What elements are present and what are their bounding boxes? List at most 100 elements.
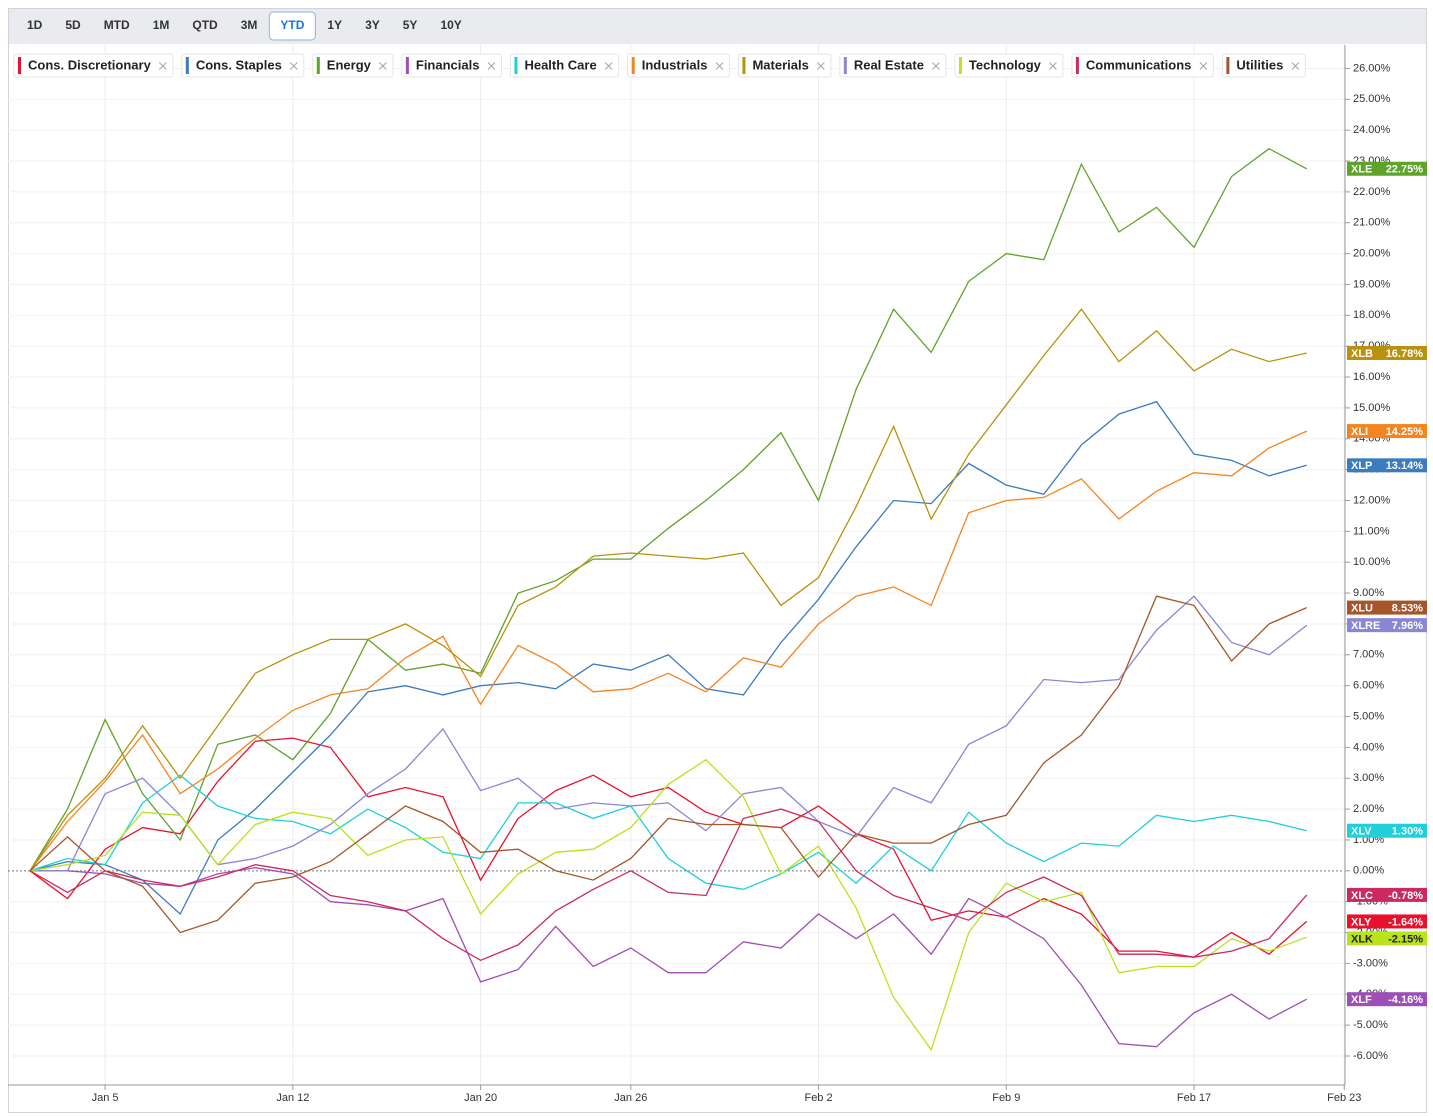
end-badge-value: 22.75% [1386,164,1424,176]
range-button[interactable]: YTD [268,11,316,41]
x-tick-label: Jan 20 [464,1092,497,1104]
y-tick-label: 9.00% [1353,587,1384,599]
button-label: 10Y [440,18,461,32]
x-tick-label: Feb 17 [1177,1092,1211,1104]
chip-close[interactable] [158,62,167,70]
end-badge-value: -2.15% [1388,933,1423,945]
y-tick-label: -6.00% [1353,1050,1388,1062]
end-badge-ticker: XLRE [1351,620,1380,632]
chip-close[interactable] [487,62,496,70]
chip-bg [839,53,947,78]
close-icon [1048,62,1057,70]
end-badge [1347,458,1427,473]
range-button[interactable]: 5Y [392,12,429,40]
chip-bg [627,53,730,78]
chip-close[interactable] [604,62,613,70]
legend-label: Cons. Staples [196,57,282,72]
close-icon [715,62,724,70]
range-button[interactable]: 3Y [354,12,391,40]
chip-bg [401,53,502,78]
y-tick-label: -5.00% [1353,1019,1388,1031]
legend-label: Energy [327,57,372,72]
series-line [29,147,1308,872]
range-button[interactable]: 5D [54,12,91,40]
legend-chip[interactable]: Utilities [1221,53,1306,78]
end-badge-ticker: XLB [1351,348,1373,360]
range-button[interactable]: 3M [230,12,269,40]
range-button[interactable]: 1Y [316,12,353,40]
series-line [29,737,1308,958]
end-badge [1347,600,1427,615]
end-badge-value: 13.14% [1386,460,1424,472]
legend-label: Utilities [1236,57,1283,72]
chip-close[interactable] [1048,62,1057,70]
series-line [29,400,1307,916]
chip-close[interactable] [816,62,825,70]
button-label: 5D [65,18,81,32]
end-badge [1347,823,1427,838]
end-badge [1347,618,1427,633]
legend-chip[interactable]: Financials [401,53,502,78]
y-tick-label: 4.00% [1353,741,1384,753]
range-button[interactable]: 1M [142,12,181,40]
button-label: 1D [27,18,43,32]
series-line [29,774,1307,890]
legend-chip[interactable]: Industrials [627,53,730,78]
y-tick-label: 11.00% [1353,525,1390,537]
button-label: 1M [153,18,170,32]
y-tick-label: 15.00% [1353,402,1391,414]
button-bg [268,11,316,41]
close-icon [816,62,825,70]
end-badge [1347,345,1427,360]
y-tick-label: 22.00% [1353,186,1391,198]
chip-close[interactable] [715,62,724,70]
legend-chip[interactable]: Technology [954,53,1064,78]
chip-color [18,57,21,74]
button-label: MTD [104,18,130,32]
end-badge-ticker: XLP [1351,460,1372,472]
legend-chip[interactable]: Health Care [509,53,620,78]
button-label: 5Y [403,18,418,32]
chip-close[interactable] [378,62,387,70]
range-button[interactable]: QTD [181,12,228,40]
range-button[interactable]: 1D [16,12,53,40]
end-badge [1347,931,1427,946]
end-badge-ticker: XLF [1351,994,1372,1006]
legend-chip[interactable]: Energy [312,53,394,78]
legend-chip[interactable]: Cons. Discretionary [13,53,174,78]
close-icon [931,62,940,70]
chip-bg [13,53,174,78]
toolbar [9,9,1426,44]
range-button[interactable]: MTD [93,12,141,40]
y-tick-label: 2.00% [1353,803,1384,815]
legend-label: Real Estate [854,57,924,72]
chip-color [958,57,962,74]
button-label: 1Y [327,18,342,32]
chip-close[interactable] [1199,62,1208,70]
chip-close[interactable] [931,62,940,70]
chip-bg [181,53,305,78]
legend-chip[interactable]: Real Estate [839,53,947,78]
y-tick-label: 25.00% [1353,93,1391,105]
end-badge [1347,887,1427,902]
legend-chip[interactable]: Materials [737,53,832,78]
y-tick-label: 18.00% [1353,309,1391,321]
chip-close[interactable] [289,62,298,70]
legend-label: Industrials [642,57,708,72]
x-tick-label: Feb 9 [992,1092,1020,1104]
chip-bg [954,53,1064,78]
range-buttons: 1D 5D MTD 1M QTD 3M YTD 1Y 3Y 5Y 10Y [16,11,472,41]
close-icon [604,62,613,70]
y-tick-label: 7.00% [1353,649,1384,661]
legend-label: Financials [416,57,480,72]
close-icon [289,62,298,70]
x-tick-label: Feb 23 [1327,1092,1361,1104]
end-badge-ticker: XLC [1351,890,1373,902]
button-label: 3M [241,18,258,32]
series-line [29,430,1307,872]
end-badge-ticker: XLK [1351,933,1373,945]
legend-chip[interactable]: Cons. Staples [181,53,305,78]
legend-chip[interactable]: Communications [1071,53,1214,78]
chip-close[interactable] [1291,62,1300,70]
range-button[interactable]: 10Y [429,12,472,40]
